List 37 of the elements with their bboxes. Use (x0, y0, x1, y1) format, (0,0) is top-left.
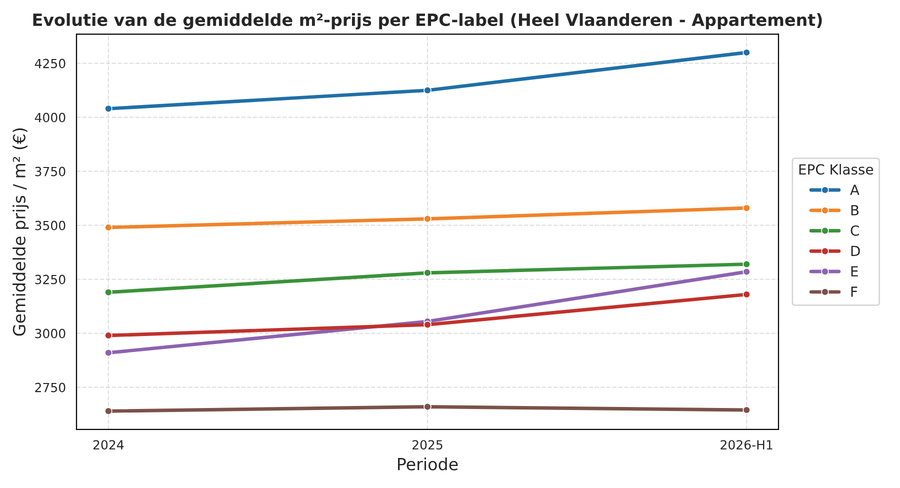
legend-label: A (850, 184, 860, 195)
x-tick-label: 2025 (412, 440, 442, 450)
legend-label: D (851, 246, 860, 256)
point (424, 320, 432, 329)
point (742, 48, 750, 56)
y-tick-label: 3250 (35, 274, 66, 284)
y-tick-label: 3750 (35, 166, 66, 176)
point (742, 406, 750, 414)
point (742, 268, 750, 276)
point (104, 224, 112, 232)
y-tick-label: 4250 (34, 58, 66, 68)
legend-label: E (851, 266, 858, 276)
y-tick-label: 2750 (35, 382, 66, 392)
x-tick-label: 2024 (93, 440, 124, 450)
legend-label: C (850, 225, 859, 236)
y-tick-label: 3500 (35, 220, 66, 230)
point (104, 348, 112, 357)
point (424, 214, 432, 223)
point (424, 268, 432, 277)
y-tick-label: 3000 (35, 328, 66, 338)
point (104, 407, 112, 415)
chart-title: Evolutie van de gemiddelde m²-prijs per EPC-label (Heel Vlaanderen - Appartement) (33, 13, 822, 30)
point (424, 86, 432, 94)
point (742, 204, 750, 212)
point (104, 288, 112, 296)
point (742, 260, 750, 268)
legend-label: B (851, 205, 859, 216)
x-axis-title: Periode (398, 458, 458, 470)
y-axis-title: Gemiddelde prijs / m² (€) (12, 128, 29, 336)
legend-label: F (851, 286, 858, 297)
point (104, 104, 112, 113)
legend-title: EPC Klasse (799, 164, 874, 175)
point (424, 402, 432, 411)
x-tick-label: 2026-H1 (720, 440, 772, 450)
y-tick-label: 4000 (34, 112, 66, 122)
point (742, 290, 750, 298)
point (104, 332, 112, 340)
